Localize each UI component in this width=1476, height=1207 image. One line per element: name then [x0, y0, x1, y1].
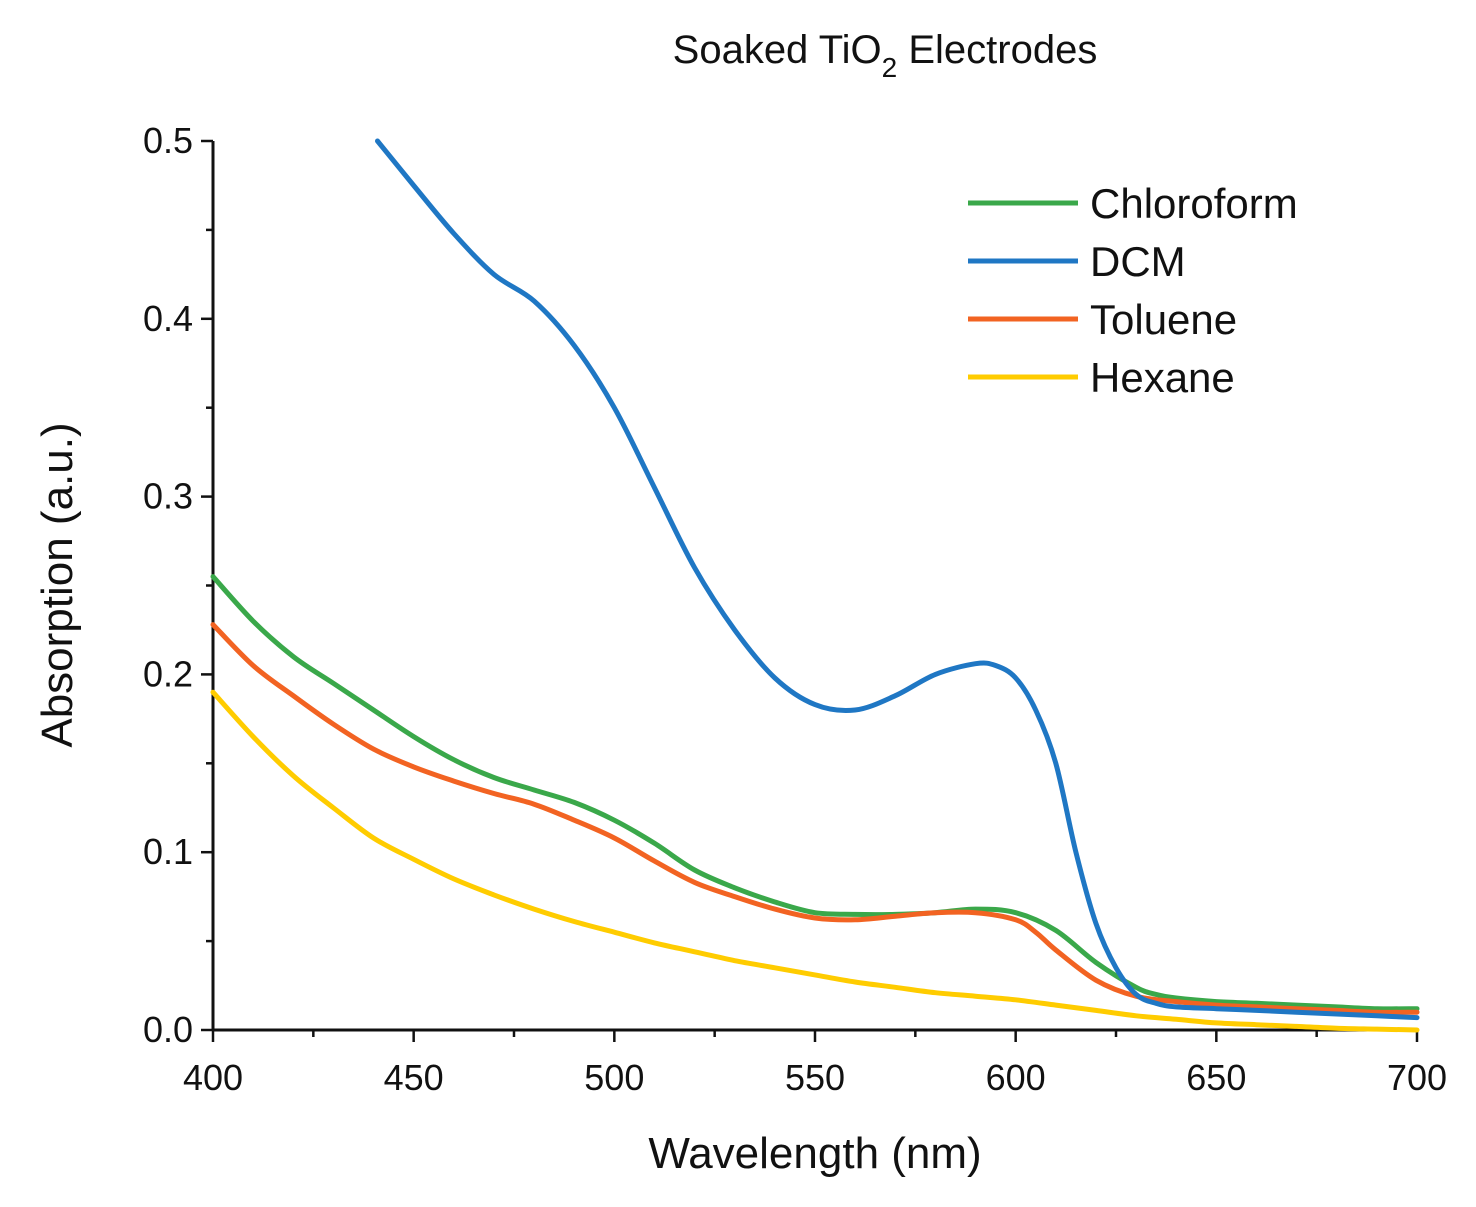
chart-title-subscript: 2	[882, 52, 898, 83]
y-tick-label: 0.0	[143, 1009, 193, 1050]
legend-label-hexane: Hexane	[1090, 354, 1235, 401]
legend: Chloroform DCM Toluene Hexane	[968, 180, 1298, 401]
legend-label-chloroform: Chloroform	[1090, 180, 1298, 227]
y-tick-label: 0.2	[143, 653, 193, 694]
y-tick-label: 0.1	[143, 831, 193, 872]
chart-title: Soaked TiO2 Electrodes	[673, 28, 1098, 83]
x-tick-label: 550	[785, 1057, 845, 1098]
x-tick-label: 500	[584, 1057, 644, 1098]
legend-label-toluene: Toluene	[1090, 296, 1237, 343]
chart-title-main: Soaked TiO	[673, 28, 882, 72]
x-axis-title: Wavelength (nm)	[648, 1129, 981, 1178]
chart-title-suffix: Electrodes	[897, 28, 1097, 72]
series-line-hexane	[210, 689, 1420, 1033]
x-tick-label: 600	[986, 1057, 1046, 1098]
y-tick-label: 0.4	[143, 298, 193, 339]
series-group	[210, 138, 1420, 1033]
x-tick-label: 400	[183, 1057, 243, 1098]
legend-label-dcm: DCM	[1090, 238, 1186, 285]
x-tick-label: 700	[1387, 1057, 1447, 1098]
axes: 400 450 500 550 600 650 700 0.0 0.1 0.2 0.3 0.4 0.5	[143, 120, 1447, 1098]
series-line-dcm	[375, 138, 1420, 1021]
y-tick-label: 0.5	[143, 120, 193, 161]
y-tick-label: 0.3	[143, 476, 193, 517]
x-tick-label: 450	[384, 1057, 444, 1098]
y-axis-title: Absorption (a.u.)	[33, 422, 82, 747]
series-line-toluene	[210, 622, 1420, 1015]
series-line-chloroform	[210, 574, 1420, 1012]
x-tick-label: 650	[1186, 1057, 1246, 1098]
